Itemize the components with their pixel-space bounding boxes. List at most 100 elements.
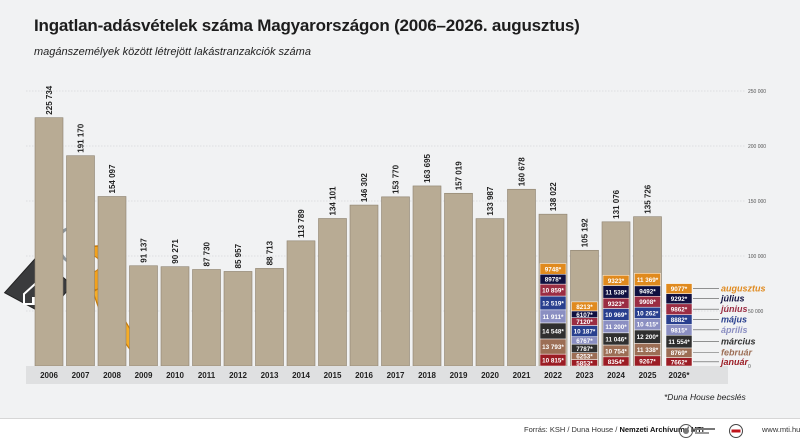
month-segment-label: 8882* (671, 317, 688, 324)
bar (129, 265, 158, 367)
bar-total-label: 133 987 (486, 186, 495, 215)
month-segment-label: 8354* (608, 359, 625, 366)
y-tick-label: 50 000 (748, 309, 764, 315)
bar (444, 192, 473, 367)
bar (34, 117, 64, 367)
month-segment-label: 10 415* (637, 322, 659, 329)
x-tick-label: 2008 (103, 371, 121, 380)
x-tick-label: 2019 (450, 371, 468, 380)
bar-total-label: 135 726 (644, 184, 653, 213)
month-segment-label: 7662* (671, 359, 688, 366)
bar-total-label: 87 730 (203, 241, 212, 266)
month-segment-label: 8213* (576, 304, 593, 311)
month-segment-label: 9815* (671, 327, 688, 334)
mti-logo-icon (729, 424, 743, 438)
legend-month-label: június (720, 304, 748, 314)
x-tick-label: 2013 (261, 371, 279, 380)
bar-total-label: 157 019 (455, 161, 464, 190)
month-segment (602, 274, 630, 286)
bar-total-label: 138 022 (549, 182, 558, 211)
bar-total-label: 90 271 (171, 239, 180, 264)
month-segment-label: 10 187* (574, 329, 596, 336)
source-prefix: Forrás: KSH / Duna House / (524, 425, 620, 434)
month-segment (539, 263, 567, 275)
bar (381, 196, 410, 367)
month-segment-label: 12 519* (542, 300, 564, 307)
month-segment-label: 9862* (671, 307, 688, 314)
month-segment-label: 9077* (671, 286, 688, 293)
bar-total-label: 88 713 (266, 240, 275, 265)
bar-total-label: 113 789 (297, 209, 306, 238)
month-segment-label: 10 969* (605, 312, 627, 319)
x-tick-label: 2010 (166, 371, 184, 380)
x-axis-band (26, 366, 728, 384)
month-segment-label: 10 754* (605, 348, 627, 355)
month-segment (634, 273, 661, 287)
x-tick-label: 2016 (355, 371, 373, 380)
x-axis: 2006 2007 2008 2009 2010 2011 2012 2013 2014 2015… (26, 366, 728, 384)
y-tick-label: 250 000 (748, 89, 766, 95)
source-archive: Nemzeti Archívum / MTI (619, 425, 704, 434)
month-segment-label: 9267* (639, 358, 656, 365)
x-tick-label: 2026* (669, 371, 691, 380)
month-segment-label: 9492* (639, 289, 656, 296)
month-segment-label: 10 815* (542, 358, 564, 365)
bar-total-label: 134 101 (329, 186, 338, 215)
y-tick-label: 150 000 (748, 199, 766, 205)
month-segment-label: 9748* (545, 266, 562, 273)
month-segment-label: 10 859* (542, 288, 564, 295)
bar-total-label: 163 695 (423, 153, 432, 182)
bar (475, 218, 505, 367)
month-segment-label: 11 369* (637, 277, 659, 284)
legend-month-label: április (721, 325, 748, 335)
x-tick-label: 2020 (481, 371, 499, 380)
month-segment-label: 7787* (576, 346, 593, 353)
x-tick-label: 2021 (513, 371, 531, 380)
month-segment-label: 12 200* (637, 334, 659, 341)
bar (223, 271, 253, 367)
bar (160, 266, 190, 367)
month-segment-label: 14 548* (542, 328, 564, 335)
month-segment-label: 11 538* (605, 289, 627, 296)
bar (286, 240, 316, 367)
x-tick-label: 2011 (198, 371, 216, 380)
legend-month-label: február (721, 348, 753, 358)
month-segment-label: 11 200* (605, 324, 627, 331)
y-tick-label: 200 000 (748, 144, 766, 150)
bar (507, 188, 536, 367)
bar (255, 268, 284, 367)
legend-month-label: augusztus (721, 284, 766, 294)
archive-logo-icon (679, 424, 715, 438)
bar (192, 269, 221, 367)
month-segment-label: 9323* (608, 278, 625, 285)
legend-month-label: május (721, 315, 747, 325)
chart-subtitle: magánszemélyek között létrejött lakástra… (34, 46, 311, 58)
x-tick-label: 2009 (135, 371, 153, 380)
bar-total-label: 153 770 (392, 164, 401, 193)
month-segment-label: 6107* (576, 312, 593, 319)
month-segment-label: 7120* (576, 319, 593, 326)
bar-total-label: 131 076 (612, 189, 621, 218)
x-tick-label: 2022 (544, 371, 562, 380)
bar-total-label: 160 678 (518, 157, 527, 186)
month-segment-label: 5853* (576, 360, 593, 367)
month-segment-label: 11 338* (637, 347, 659, 354)
partner-logos (679, 424, 743, 438)
y-tick-label: 0 (748, 364, 751, 370)
month-segment-label: 10 262* (637, 310, 659, 317)
month-segment-label: 6767* (576, 338, 593, 345)
footer: Forrás: KSH / Duna House / Nemzeti Archí… (0, 418, 800, 443)
estimate-note: *Duna House becslés (664, 392, 746, 402)
bar (349, 204, 379, 367)
x-tick-label: 2024 (607, 371, 625, 380)
bar-total-label: 191 170 (77, 123, 86, 152)
month-segment-label: 11 554* (668, 339, 690, 346)
bar-total-label: 91 137 (140, 238, 149, 263)
x-tick-label: 2018 (418, 371, 436, 380)
chart-title: Ingatlan-adásvételek száma Magyarországo… (34, 16, 580, 35)
y-tick-label: 100 000 (748, 254, 766, 260)
bar (97, 196, 127, 367)
month-segment-label: 9908* (639, 299, 656, 306)
